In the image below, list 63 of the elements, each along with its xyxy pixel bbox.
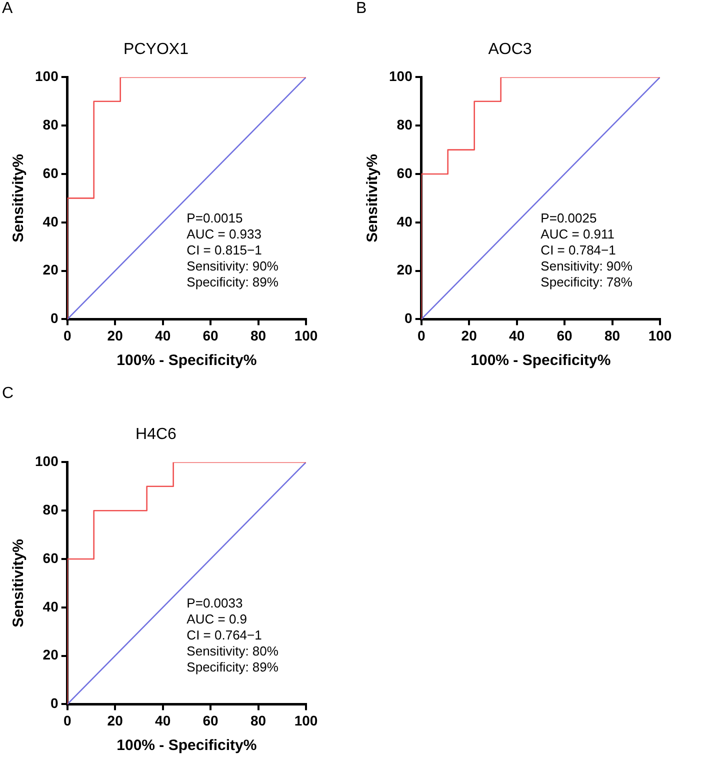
text: B bbox=[356, 0, 367, 18]
x-tick-label: 0 bbox=[63, 327, 72, 344]
y-tick-label: 40 bbox=[42, 213, 59, 230]
y-tick-label: 60 bbox=[42, 164, 59, 181]
annotation: Sensitivity: 80% bbox=[186, 643, 279, 658]
x-tick-label: 60 bbox=[202, 327, 219, 344]
y-tick-label: 60 bbox=[42, 550, 59, 566]
annotation: Sensitivity: 90% bbox=[186, 258, 279, 274]
x-tick-label: 100 bbox=[648, 327, 672, 344]
y-tick-label: 80 bbox=[42, 116, 59, 132]
annotation: CI = 0.784−1 bbox=[540, 242, 616, 258]
annotation: Specificity: 89% bbox=[186, 659, 279, 674]
y-tick-label: 80 bbox=[396, 116, 413, 132]
x-tick-label: 20 bbox=[107, 327, 124, 344]
text: A bbox=[2, 0, 13, 18]
x-tick-label: 100 bbox=[294, 712, 318, 728]
x-tick-label: 20 bbox=[461, 327, 478, 344]
y-tick-label: 0 bbox=[50, 695, 59, 712]
text: C bbox=[2, 385, 14, 403]
annotation: AUC = 0.911 bbox=[540, 226, 615, 242]
y-tick-label: 100 bbox=[35, 68, 59, 84]
y-tick-label: 100 bbox=[389, 68, 413, 84]
annotation: AUC = 0.933 bbox=[186, 226, 262, 242]
x-tick-label: 80 bbox=[250, 712, 266, 728]
y-tick-label: 20 bbox=[42, 262, 59, 278]
annotation: Specificity: 78% bbox=[540, 274, 633, 290]
x-tick-label: 0 bbox=[63, 712, 72, 728]
annotation: CI = 0.815−1 bbox=[186, 242, 262, 258]
x-axis-title: 100% - Specificity% bbox=[116, 352, 257, 370]
y-tick-label: 0 bbox=[50, 310, 59, 326]
annotation: P=0.0033 bbox=[186, 595, 243, 610]
x-tick-label: 20 bbox=[107, 712, 124, 728]
x-tick-label: 100 bbox=[294, 327, 318, 344]
y-tick-label: 100 bbox=[35, 453, 59, 470]
annotation: P=0.0015 bbox=[186, 210, 243, 226]
annotation: P=0.0025 bbox=[540, 210, 597, 226]
chart-title: PCYOX1 bbox=[124, 41, 189, 58]
x-tick-label: 80 bbox=[604, 327, 620, 344]
y-tick-label: 20 bbox=[396, 262, 413, 278]
y-tick-label: 60 bbox=[396, 164, 413, 181]
y-axis-title: Sensitivity% bbox=[364, 154, 382, 242]
x-tick-label: 60 bbox=[556, 327, 573, 344]
x-tick-label: 40 bbox=[155, 712, 171, 728]
y-axis-title: Sensitivity% bbox=[10, 539, 28, 628]
y-tick-label: 0 bbox=[404, 310, 413, 326]
annotation: Sensitivity: 90% bbox=[540, 258, 633, 274]
x-axis-title: 100% - Specificity% bbox=[116, 737, 257, 754]
x-axis-title: 100% - Specificity% bbox=[470, 352, 611, 370]
x-tick-label: 40 bbox=[155, 327, 171, 344]
y-tick-label: 20 bbox=[42, 646, 59, 663]
x-tick-label: 60 bbox=[202, 712, 219, 728]
y-tick-label: 40 bbox=[396, 213, 413, 230]
x-tick-label: 40 bbox=[509, 327, 525, 344]
annotation: AUC = 0.9 bbox=[186, 611, 248, 626]
annotation: CI = 0.764−1 bbox=[186, 627, 262, 642]
chart-title: H4C6 bbox=[136, 426, 177, 444]
y-tick-label: 40 bbox=[42, 598, 59, 614]
y-tick-label: 80 bbox=[42, 501, 59, 518]
x-tick-label: 80 bbox=[250, 327, 266, 344]
y-axis-title: Sensitivity% bbox=[10, 154, 28, 242]
annotation: Specificity: 89% bbox=[186, 274, 279, 290]
chart-title: AOC3 bbox=[488, 41, 532, 58]
x-tick-label: 0 bbox=[417, 327, 426, 344]
